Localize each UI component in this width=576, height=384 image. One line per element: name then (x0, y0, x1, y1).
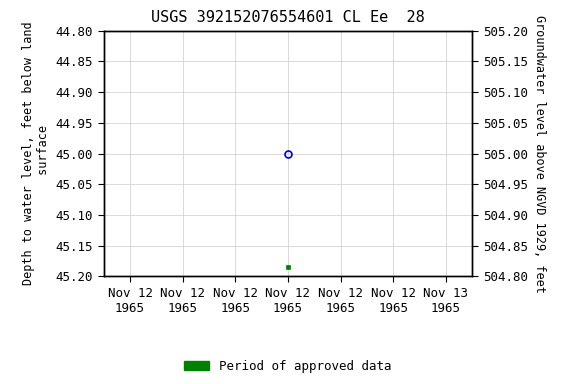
Y-axis label: Groundwater level above NGVD 1929, feet: Groundwater level above NGVD 1929, feet (533, 15, 546, 293)
Legend: Period of approved data: Period of approved data (179, 355, 397, 378)
Title: USGS 392152076554601 CL Ee  28: USGS 392152076554601 CL Ee 28 (151, 10, 425, 25)
Y-axis label: Depth to water level, feet below land
 surface: Depth to water level, feet below land su… (22, 22, 50, 285)
